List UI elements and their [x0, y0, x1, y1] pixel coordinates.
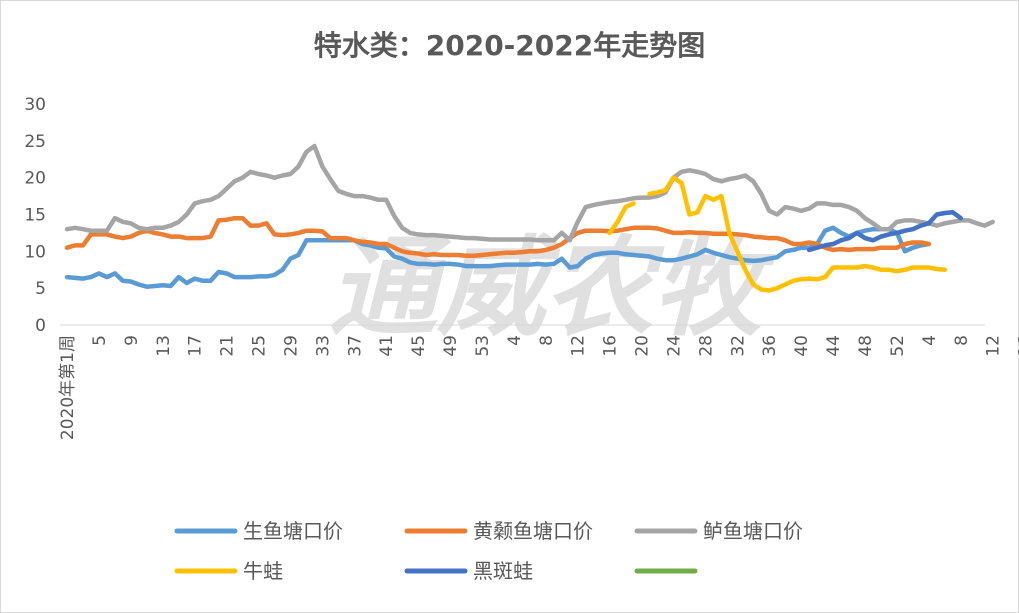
- x-tick-label: 16: [601, 335, 621, 357]
- x-tick-label: 17: [186, 335, 206, 357]
- x-tick-label: 49: [441, 335, 461, 357]
- x-tick-label: 9: [122, 335, 142, 346]
- y-tick-label: 30: [24, 95, 46, 115]
- x-tick-label: 12: [984, 335, 1004, 357]
- x-tick-label: 4: [505, 335, 525, 346]
- x-tick-label: 20: [633, 335, 653, 357]
- x-tick-label: 29: [281, 335, 301, 357]
- x-tick-label: 12: [569, 335, 589, 357]
- chart-title: 特水类：2020-2022年走势图: [313, 29, 706, 62]
- series-line-2: [64, 143, 995, 243]
- x-tick-label: 36: [760, 335, 780, 357]
- x-tick-label: 48: [856, 335, 876, 357]
- x-tick-label: 44: [824, 335, 844, 357]
- x-tick-label: 52: [888, 335, 908, 357]
- y-tick-label: 5: [35, 279, 46, 299]
- x-tick-label: 32: [728, 335, 748, 357]
- x-tick-label: 40: [792, 335, 812, 357]
- legend-label: 生鱼塘口价: [243, 519, 343, 543]
- y-tick-label: 10: [24, 242, 46, 262]
- legend-label: 牛蛙: [243, 559, 283, 583]
- x-tick-label: 45: [409, 335, 429, 357]
- x-tick-label: 4: [920, 335, 940, 346]
- x-tick-label: 13: [154, 335, 174, 357]
- x-tick-label: 24: [664, 335, 684, 357]
- series-line-3: [647, 175, 948, 293]
- x-tick-label: 21: [218, 335, 238, 357]
- series-line-3: [607, 201, 636, 236]
- x-tick-label: 8: [537, 335, 557, 346]
- x-tick-label: 33: [313, 335, 333, 357]
- series-line-4: [806, 210, 964, 253]
- x-tick-label: 37: [345, 335, 365, 357]
- y-tick-label: 0: [35, 316, 46, 336]
- watermark-text: 通威农牧: [329, 226, 776, 351]
- x-tick-label: 16: [1016, 335, 1019, 357]
- x-tick-label: 25: [250, 335, 270, 357]
- legend-label: 黄颡鱼塘口价: [473, 519, 593, 543]
- x-tick-label: 41: [377, 335, 397, 357]
- y-tick-label: 15: [24, 206, 46, 226]
- y-tick-label: 25: [24, 132, 46, 152]
- x-tick-label: 2020年第1周: [58, 335, 78, 440]
- legend-label: 黑斑蛙: [473, 559, 533, 583]
- x-tick-label: 28: [696, 335, 716, 357]
- legend-label: 鲈鱼塘口价: [703, 519, 803, 543]
- series-line-0: [64, 225, 932, 289]
- y-tick-label: 20: [24, 169, 46, 189]
- x-tick-label: 53: [473, 335, 493, 357]
- x-tick-label: 8: [952, 335, 972, 346]
- series-line-1: [64, 215, 932, 259]
- x-tick-label: 5: [90, 335, 110, 346]
